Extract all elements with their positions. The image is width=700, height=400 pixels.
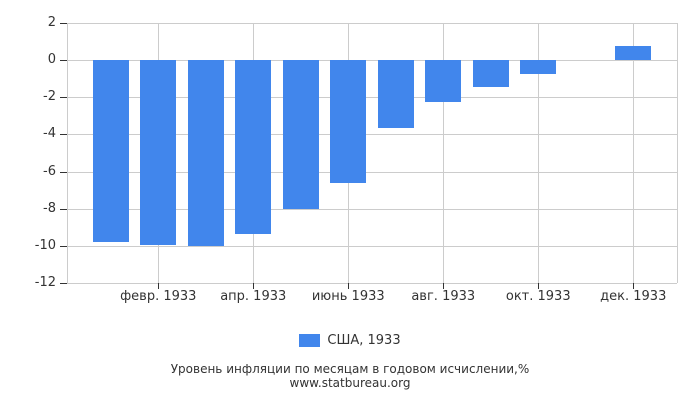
h-gridline — [67, 208, 677, 210]
h-gridline — [67, 283, 677, 284]
legend: США, 1933 — [0, 333, 700, 348]
y-axis-tick — [60, 283, 67, 284]
y-axis-label: 2 — [47, 15, 56, 30]
y-axis-label: -10 — [34, 237, 56, 253]
x-axis-label: февр. 1933 — [120, 289, 197, 304]
x-axis-tick — [538, 283, 540, 289]
y-axis-tick — [60, 171, 67, 173]
v-gridline — [443, 23, 445, 283]
v-gridline — [633, 23, 635, 283]
x-axis-label: авг. 1933 — [411, 289, 476, 304]
y-axis-tick — [60, 60, 67, 62]
x-axis-label: апр. 1933 — [220, 289, 287, 304]
bar-month-1[interactable] — [92, 60, 129, 242]
h-gridline — [67, 134, 677, 136]
x-axis-tick — [158, 283, 160, 289]
h-gridline — [67, 60, 677, 62]
h-gridline — [67, 245, 677, 247]
bar-month-2[interactable] — [140, 60, 177, 245]
x-axis-label: июнь 1933 — [311, 289, 385, 304]
y-axis-label: -12 — [34, 275, 56, 290]
y-axis-tick — [60, 208, 67, 210]
y-axis-tick — [60, 245, 67, 247]
y-axis-label: -6 — [43, 163, 56, 179]
plot-right-border — [677, 23, 678, 283]
bar-month-5[interactable] — [282, 60, 319, 210]
y-axis-label: -2 — [43, 89, 56, 105]
bar-month-3[interactable] — [187, 60, 224, 247]
bar-month-7[interactable] — [377, 60, 414, 129]
x-axis-tick — [633, 283, 635, 289]
y-axis-label: -8 — [43, 200, 56, 216]
bar-month-9[interactable] — [472, 60, 509, 87]
chart-source-url: www.statbureau.org — [289, 376, 411, 390]
x-axis-tick — [443, 283, 445, 289]
y-axis-tick — [60, 23, 67, 24]
h-gridline — [67, 23, 677, 24]
bar-month-6[interactable] — [330, 60, 367, 184]
bar-month-12[interactable] — [615, 46, 652, 61]
y-axis-tick — [60, 134, 67, 136]
y-axis-tick — [60, 97, 67, 99]
bar-month-4[interactable] — [235, 60, 272, 234]
y-axis-label: -4 — [43, 126, 56, 142]
bar-month-10[interactable] — [520, 60, 557, 75]
x-axis-label: окт. 1933 — [505, 289, 571, 304]
h-gridline — [67, 171, 677, 173]
x-axis-label: дек. 1933 — [600, 289, 667, 304]
legend-color-swatch — [299, 334, 321, 347]
v-gridline — [538, 23, 540, 283]
bar-month-8[interactable] — [425, 60, 462, 102]
x-axis-tick — [253, 283, 255, 289]
y-axis-label: 0 — [47, 52, 56, 68]
chart-title: Уровень инфляции по месяцам в годовом ис… — [170, 362, 530, 376]
legend-label: США, 1933 — [327, 333, 401, 348]
h-gridline — [67, 97, 677, 99]
x-axis-tick — [348, 283, 350, 289]
y-axis-line — [67, 23, 68, 283]
